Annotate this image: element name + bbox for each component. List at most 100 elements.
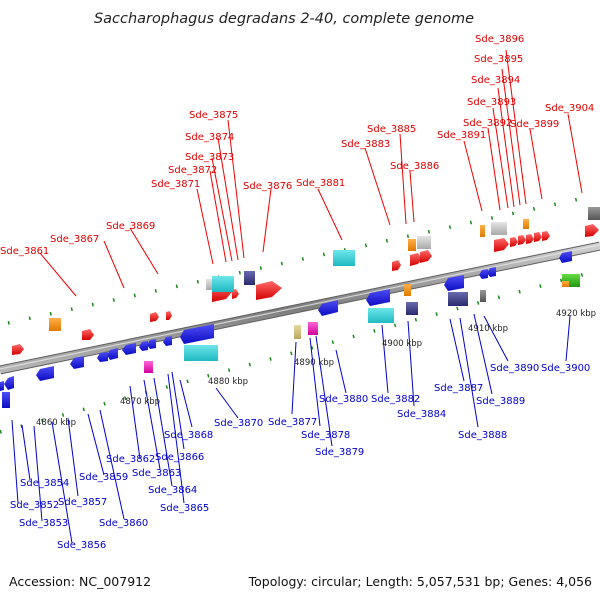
gene-label: Sde_3875 <box>189 110 238 121</box>
gene-label: Sde_3882 <box>371 394 420 405</box>
gene-label: Sde_3884 <box>397 409 446 420</box>
gene-label: Sde_3874 <box>185 132 234 143</box>
genome-backbone <box>0 241 600 375</box>
gene-sde-3896 <box>542 231 550 241</box>
forward-other-genes <box>49 207 600 331</box>
gene-sde-3856 <box>36 366 54 381</box>
gene-label: Sde_3861 <box>0 246 49 257</box>
gene-sde-3891 <box>494 238 509 252</box>
gene-sde-3889 <box>479 269 488 279</box>
gene-label: Sde_3887 <box>434 383 483 394</box>
gene-navy-3 <box>448 292 468 306</box>
accession-text: Accession: NC_007912 <box>9 574 151 589</box>
gene-navy-2 <box>406 302 418 315</box>
tick-label-4920: 4920 kbp <box>556 309 596 319</box>
gene-sde-3887 <box>444 275 464 291</box>
gene-sde-3892 <box>510 237 518 247</box>
gene-sde-3885 <box>410 253 422 266</box>
gene-dark-2 <box>480 290 486 302</box>
gene-dark-1 <box>588 207 600 220</box>
gene-label: Sde_3870 <box>214 418 263 429</box>
gene-label: Sde_3896 <box>475 34 524 45</box>
scale-labels: 4860 kbp 4870 kbp 4880 kbp 4890 kbp 4900… <box>36 309 596 428</box>
gene-magenta-1 <box>144 361 153 373</box>
gene-label: Sde_3866 <box>155 452 204 463</box>
gene-label: Sde_3891 <box>437 130 486 141</box>
gene-label: Sde_3900 <box>541 363 590 374</box>
gene-orange-2 <box>408 239 416 251</box>
gene-sde-3865 <box>163 336 172 346</box>
gene-orange-1 <box>49 318 61 331</box>
gene-label: Sde_3886 <box>390 161 439 172</box>
gene-label: Sde_3863 <box>132 468 181 479</box>
gene-label: Sde_3895 <box>474 54 523 65</box>
bottom-gene-labels: Sde_3852 Sde_3853 Sde_3854 Sde_3856 Sde_… <box>10 363 590 551</box>
gene-label: Sde_3881 <box>296 178 345 189</box>
genome-summary-text: Topology: circular; Length: 5,057,531 bp… <box>248 574 592 589</box>
gene-label: Sde_3856 <box>57 540 106 551</box>
gene-label: Sde_3899 <box>510 119 559 130</box>
gene-sde-3870 <box>180 324 214 344</box>
gene-grey-3 <box>491 222 507 235</box>
gene-sde-3867 <box>82 329 94 340</box>
tick-label-4870: 4870 kbp <box>120 397 160 407</box>
gene-khaki-1 <box>294 325 301 339</box>
gene-sde-3869 <box>150 312 159 322</box>
gene-sde-3863 <box>139 341 148 351</box>
gene-label: Sde_3865 <box>160 503 209 514</box>
gene-label: Sde_3872 <box>168 165 217 176</box>
gene-label: Sde_3892 <box>463 118 512 129</box>
gene-sde-3882 <box>366 289 390 306</box>
gene-sde-3895 <box>534 232 542 242</box>
gene-sde-3854 <box>4 376 14 390</box>
gene-orange-5 <box>404 284 411 296</box>
gene-sde-3904 <box>585 224 599 237</box>
gene-cyan-4 <box>368 308 394 323</box>
gene-label: Sde_3890 <box>490 363 539 374</box>
forward-genes <box>12 224 599 355</box>
gene-label: Sde_3880 <box>319 394 368 405</box>
gene-sde-3880 <box>318 300 338 316</box>
tick-label-4900: 4900 kbp <box>382 339 422 349</box>
gene-label: Sde_3852 <box>10 500 59 511</box>
bottom-leader-lines <box>11 313 571 544</box>
gene-label: Sde_3878 <box>301 430 350 441</box>
gene-label: Sde_3876 <box>243 181 292 192</box>
gene-cyan-2 <box>333 250 355 266</box>
reverse-genes <box>0 251 572 408</box>
genome-title: Saccharophagus degradans 2-40, complete … <box>94 11 474 27</box>
gene-label: Sde_3893 <box>467 97 516 108</box>
tick-label-4880: 4880 kbp <box>208 377 248 387</box>
gene-label: Sde_3879 <box>315 447 364 458</box>
gene-sde-3852 <box>2 392 10 408</box>
gene-label: Sde_3862 <box>106 454 155 465</box>
gene-sde-3900 <box>559 251 572 263</box>
gene-navy-1 <box>244 271 255 285</box>
gene-sde-3871 <box>166 311 172 320</box>
tick-label-4890: 4890 kbp <box>294 358 334 368</box>
gene-sde-3862 <box>122 343 136 355</box>
gene-magenta-2 <box>308 322 318 335</box>
gene-label: Sde_3854 <box>20 478 69 489</box>
gene-label: Sde_3853 <box>19 518 68 529</box>
gene-orange-3 <box>480 225 485 237</box>
gene-sde-3859 <box>97 352 108 362</box>
reverse-other-genes <box>144 274 580 373</box>
gene-label: Sde_3867 <box>50 234 99 245</box>
gene-grey-2 <box>417 236 431 249</box>
gene-label: Sde_3877 <box>268 417 317 428</box>
gene-label: Sde_3859 <box>79 472 128 483</box>
gene-sde-3883 <box>392 260 401 271</box>
gene-label: Sde_3864 <box>148 485 197 496</box>
gene-sde-3894 <box>526 234 534 244</box>
gene-cyan-1 <box>212 276 234 292</box>
gene-sde-3893 <box>518 235 526 245</box>
gene-sde-3886 <box>420 250 432 263</box>
tick-label-4860: 4860 kbp <box>36 418 76 428</box>
tick-label-4910: 4910 kbp <box>468 324 508 334</box>
gene-label: Sde_3904 <box>545 103 594 114</box>
gene-label: Sde_3883 <box>341 139 390 150</box>
gene-label: Sde_3888 <box>458 430 507 441</box>
top-gene-labels: Sde_3861 Sde_3867 Sde_3869 Sde_3871 Sde_… <box>0 34 594 257</box>
top-leader-lines <box>39 49 583 297</box>
